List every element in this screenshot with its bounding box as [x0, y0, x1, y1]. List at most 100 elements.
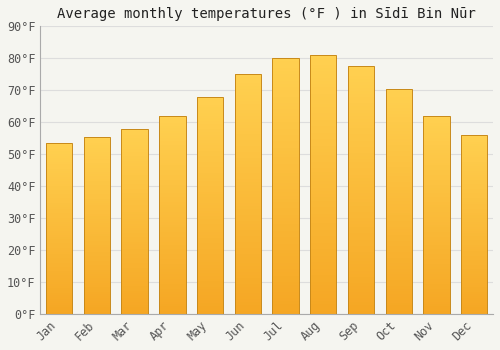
Bar: [46, 250, 72, 252]
Bar: [197, 230, 224, 232]
Bar: [46, 214, 72, 216]
Bar: [46, 265, 72, 267]
Bar: [461, 175, 487, 177]
Bar: [272, 218, 299, 221]
Bar: [197, 124, 224, 126]
Bar: [386, 308, 412, 311]
Bar: [84, 241, 110, 243]
Bar: [122, 270, 148, 272]
Bar: [424, 193, 450, 195]
Bar: [386, 210, 412, 212]
Bar: [197, 227, 224, 230]
Bar: [461, 157, 487, 160]
Bar: [159, 202, 186, 205]
Bar: [272, 93, 299, 97]
Bar: [122, 240, 148, 242]
Bar: [310, 136, 336, 139]
Bar: [234, 104, 261, 107]
Bar: [461, 269, 487, 271]
Bar: [234, 266, 261, 269]
Bar: [310, 184, 336, 188]
Bar: [461, 209, 487, 211]
Bar: [348, 193, 374, 196]
Bar: [348, 168, 374, 172]
Bar: [424, 272, 450, 274]
Bar: [122, 293, 148, 295]
Bar: [310, 142, 336, 146]
Bar: [197, 273, 224, 276]
Bar: [461, 216, 487, 218]
Bar: [84, 214, 110, 216]
Bar: [424, 155, 450, 158]
Bar: [46, 207, 72, 209]
Bar: [386, 238, 412, 241]
Bar: [234, 293, 261, 296]
Bar: [122, 152, 148, 154]
Bar: [46, 260, 72, 262]
Bar: [84, 172, 110, 174]
Bar: [386, 153, 412, 156]
Bar: [348, 184, 374, 187]
Bar: [122, 256, 148, 258]
Bar: [272, 272, 299, 275]
Bar: [348, 252, 374, 255]
Bar: [424, 188, 450, 190]
Bar: [348, 100, 374, 103]
Bar: [386, 215, 412, 218]
Bar: [122, 263, 148, 265]
Bar: [234, 140, 261, 143]
Bar: [234, 290, 261, 293]
Bar: [46, 280, 72, 282]
Bar: [159, 222, 186, 225]
Bar: [159, 230, 186, 232]
Bar: [234, 185, 261, 188]
Bar: [348, 147, 374, 150]
Bar: [461, 253, 487, 256]
Bar: [46, 273, 72, 275]
Bar: [386, 142, 412, 145]
Bar: [84, 243, 110, 245]
Bar: [197, 284, 224, 287]
Bar: [122, 196, 148, 198]
Bar: [234, 245, 261, 248]
Bar: [272, 148, 299, 151]
Bar: [348, 94, 374, 97]
Bar: [159, 193, 186, 195]
Bar: [424, 309, 450, 312]
Bar: [159, 180, 186, 183]
Bar: [159, 212, 186, 215]
Bar: [197, 243, 224, 246]
Bar: [386, 218, 412, 221]
Bar: [122, 279, 148, 281]
Bar: [386, 136, 412, 139]
Bar: [84, 236, 110, 238]
Bar: [461, 294, 487, 296]
Bar: [159, 301, 186, 304]
Bar: [386, 162, 412, 164]
Bar: [46, 297, 72, 299]
Bar: [272, 173, 299, 176]
Bar: [46, 154, 72, 156]
Bar: [84, 185, 110, 188]
Bar: [197, 116, 224, 118]
Bar: [122, 194, 148, 196]
Bar: [46, 179, 72, 181]
Bar: [46, 229, 72, 231]
Bar: [197, 105, 224, 107]
Bar: [424, 138, 450, 140]
Bar: [46, 237, 72, 239]
Bar: [424, 121, 450, 123]
Bar: [46, 235, 72, 237]
Bar: [197, 186, 224, 189]
Bar: [386, 244, 412, 246]
Bar: [272, 269, 299, 272]
Bar: [310, 178, 336, 181]
Bar: [159, 269, 186, 272]
Bar: [197, 279, 224, 281]
Bar: [122, 166, 148, 168]
Bar: [272, 234, 299, 237]
Bar: [197, 132, 224, 135]
Bar: [386, 128, 412, 131]
Bar: [234, 227, 261, 230]
Bar: [386, 286, 412, 288]
